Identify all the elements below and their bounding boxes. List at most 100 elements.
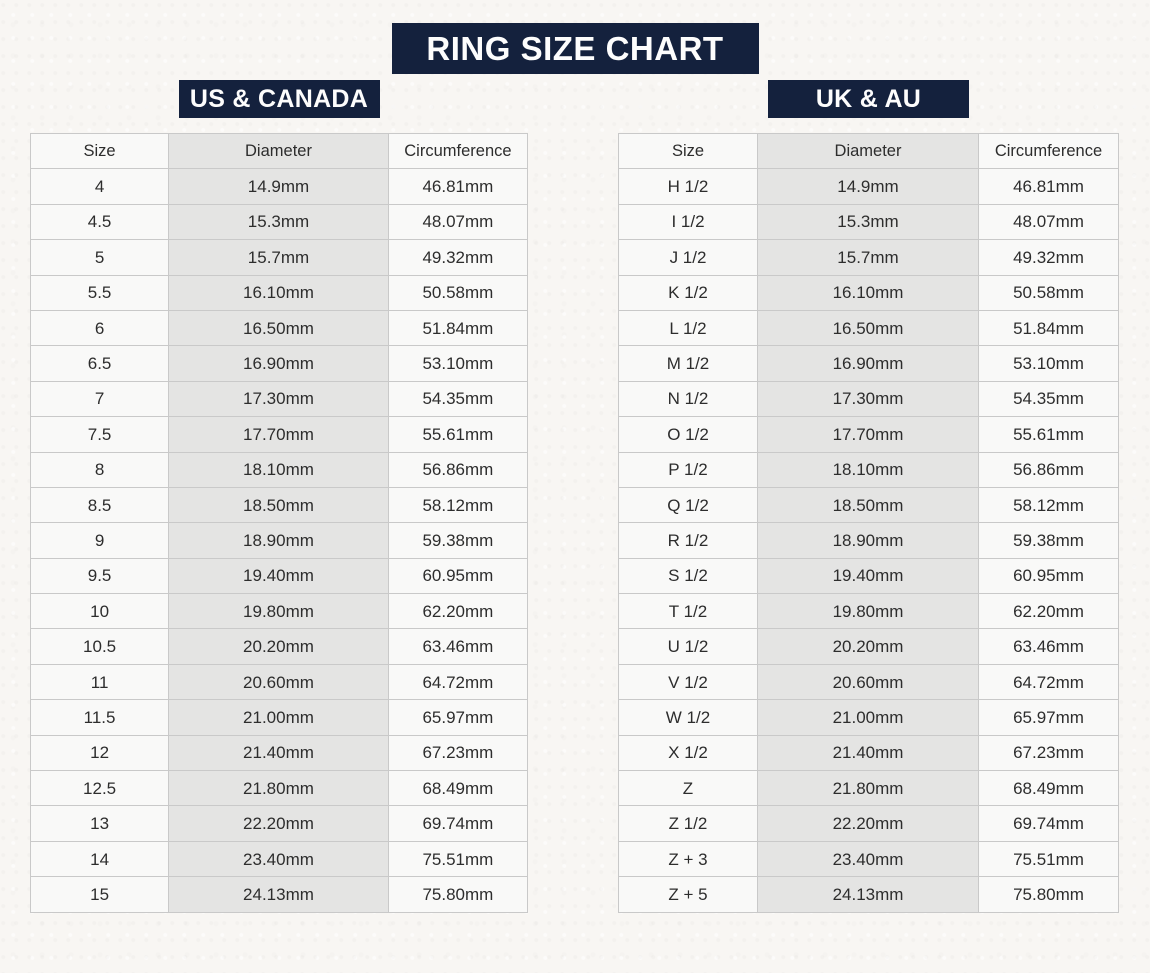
table-row: R 1/2 18.90mm 59.38mm xyxy=(618,522,1119,559)
size-cell: Z xyxy=(618,770,758,807)
header-row: Size Diameter Circumference xyxy=(618,132,1119,170)
size-cell: Z + 5 xyxy=(618,876,758,913)
table-row: 6.5 16.90mm 53.10mm xyxy=(29,345,529,382)
size-cell: L 1/2 xyxy=(618,309,758,347)
size-cell: 5.5 xyxy=(29,274,170,311)
circumference-cell: 69.74mm xyxy=(978,805,1119,842)
size-cell: T 1/2 xyxy=(618,593,758,630)
size-cell: M 1/2 xyxy=(618,345,758,382)
diameter-cell: 18.10mm xyxy=(168,451,389,488)
circumference-cell: 75.51mm xyxy=(387,840,529,878)
size-cell: X 1/2 xyxy=(618,734,758,772)
table-row: 4.5 15.3mm 48.07mm xyxy=(29,203,529,241)
diameter-cell: 19.40mm xyxy=(168,557,389,595)
table-row: Z 1/2 22.20mm 69.74mm xyxy=(618,805,1119,842)
circumference-cell: 68.49mm xyxy=(387,770,529,807)
size-cell: Z 1/2 xyxy=(618,805,758,842)
diameter-cell: 16.10mm xyxy=(757,274,979,311)
diameter-cell: 22.20mm xyxy=(757,805,979,842)
table-row: Z + 3 23.40mm 75.51mm xyxy=(618,840,1119,878)
diameter-cell: 17.70mm xyxy=(757,416,979,453)
table-row: P 1/2 18.10mm 56.86mm xyxy=(618,451,1119,488)
circumference-cell: 75.80mm xyxy=(978,876,1119,913)
diameter-cell: 18.90mm xyxy=(168,522,389,559)
tables-container: US & CANADA Size Diameter Circumference 4 14… xyxy=(0,80,1150,913)
table-row: J 1/2 15.7mm 49.32mm xyxy=(618,239,1119,276)
size-cell: 7 xyxy=(29,380,170,418)
size-cell: O 1/2 xyxy=(618,416,758,453)
size-cell: R 1/2 xyxy=(618,522,758,559)
diameter-cell: 17.30mm xyxy=(757,380,979,418)
diameter-cell: 22.20mm xyxy=(168,805,389,842)
circumference-cell: 51.84mm xyxy=(387,309,529,347)
table-row: 8 18.10mm 56.86mm xyxy=(29,451,529,488)
size-cell: 4 xyxy=(29,168,170,205)
circumference-cell: 53.10mm xyxy=(978,345,1119,382)
diameter-cell: 19.40mm xyxy=(757,557,979,595)
diameter-cell: 15.3mm xyxy=(757,203,979,241)
diameter-cell: 16.10mm xyxy=(168,274,389,311)
circumference-cell: 49.32mm xyxy=(978,239,1119,276)
table-row: 15 24.13mm 75.80mm xyxy=(29,876,529,913)
circumference-cell: 68.49mm xyxy=(978,770,1119,807)
table-row: 9 18.90mm 59.38mm xyxy=(29,522,529,559)
diameter-cell: 18.90mm xyxy=(757,522,979,559)
us-canada-size-table: Size Diameter Circumference 4 14.9mm 46.81mm 4… xyxy=(29,132,529,913)
size-cell: 4.5 xyxy=(29,203,170,241)
circumference-cell: 50.58mm xyxy=(387,274,529,311)
size-cell: Z + 3 xyxy=(618,840,758,878)
table-row: L 1/2 16.50mm 51.84mm xyxy=(618,309,1119,347)
size-cell: J 1/2 xyxy=(618,239,758,276)
size-cell: 8.5 xyxy=(29,486,170,524)
diameter-cell: 21.80mm xyxy=(757,770,979,807)
column-header-circumference: Circumference xyxy=(387,132,529,170)
table-row: 5.5 16.10mm 50.58mm xyxy=(29,274,529,311)
circumference-cell: 65.97mm xyxy=(978,699,1119,736)
table-row: H 1/2 14.9mm 46.81mm xyxy=(618,168,1119,205)
circumference-cell: 48.07mm xyxy=(978,203,1119,241)
size-cell: 11.5 xyxy=(29,699,170,736)
table-row: 5 15.7mm 49.32mm xyxy=(29,239,529,276)
table-row: I 1/2 15.3mm 48.07mm xyxy=(618,203,1119,241)
table-row: K 1/2 16.10mm 50.58mm xyxy=(618,274,1119,311)
diameter-cell: 15.7mm xyxy=(168,239,389,276)
diameter-cell: 15.3mm xyxy=(168,203,389,241)
column-header-diameter: Diameter xyxy=(757,132,979,170)
size-cell: S 1/2 xyxy=(618,557,758,595)
size-cell: 6 xyxy=(29,309,170,347)
diameter-cell: 19.80mm xyxy=(757,593,979,630)
size-cell: 5 xyxy=(29,239,170,276)
circumference-cell: 59.38mm xyxy=(387,522,529,559)
table-row: X 1/2 21.40mm 67.23mm xyxy=(618,734,1119,772)
circumference-cell: 55.61mm xyxy=(978,416,1119,453)
diameter-cell: 16.90mm xyxy=(168,345,389,382)
circumference-cell: 60.95mm xyxy=(387,557,529,595)
table-row: Q 1/2 18.50mm 58.12mm xyxy=(618,486,1119,524)
size-cell: 9.5 xyxy=(29,557,170,595)
table-row: 9.5 19.40mm 60.95mm xyxy=(29,557,529,595)
diameter-cell: 23.40mm xyxy=(168,840,389,878)
circumference-cell: 67.23mm xyxy=(978,734,1119,772)
size-cell: 10.5 xyxy=(29,628,170,665)
diameter-cell: 15.7mm xyxy=(757,239,979,276)
us-canada-heading: US & CANADA xyxy=(178,80,380,118)
circumference-cell: 60.95mm xyxy=(978,557,1119,595)
table-row: T 1/2 19.80mm 62.20mm xyxy=(618,593,1119,630)
size-cell: 15 xyxy=(29,876,170,913)
size-cell: 12.5 xyxy=(29,770,170,807)
table-row: 7.5 17.70mm 55.61mm xyxy=(29,416,529,453)
circumference-cell: 49.32mm xyxy=(387,239,529,276)
size-cell: P 1/2 xyxy=(618,451,758,488)
diameter-cell: 20.60mm xyxy=(168,663,389,701)
table-row: U 1/2 20.20mm 63.46mm xyxy=(618,628,1119,665)
diameter-cell: 21.40mm xyxy=(757,734,979,772)
circumference-cell: 67.23mm xyxy=(387,734,529,772)
diameter-cell: 16.50mm xyxy=(168,309,389,347)
size-cell: H 1/2 xyxy=(618,168,758,205)
table-row: 8.5 18.50mm 58.12mm xyxy=(29,486,529,524)
table-row: 4 14.9mm 46.81mm xyxy=(29,168,529,205)
diameter-cell: 21.40mm xyxy=(168,734,389,772)
table-row: V 1/2 20.60mm 64.72mm xyxy=(618,663,1119,701)
column-header-circumference: Circumference xyxy=(978,132,1119,170)
circumference-cell: 63.46mm xyxy=(978,628,1119,665)
